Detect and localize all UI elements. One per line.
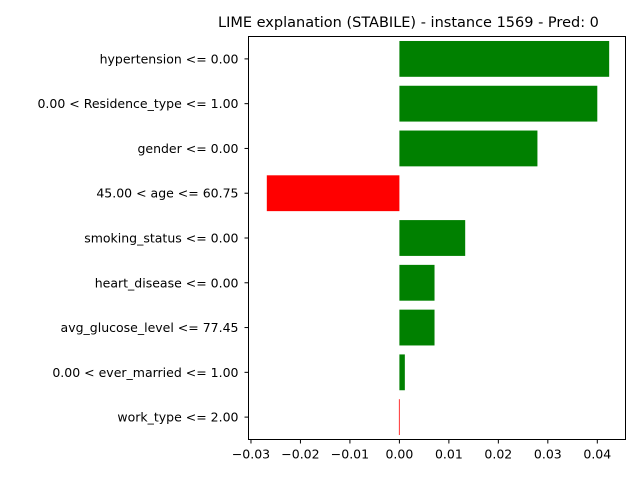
y-axis-ticks: hypertension <= 0.00 0.00 < Residence_typ… [37,51,249,425]
x-tick-label: 0.04 [583,447,611,462]
bars-group [266,40,610,436]
axes-frame [248,36,626,440]
bar [399,264,435,301]
x-tick-label: 0.01 [435,447,463,462]
y-tick-label: gender <= 0.00 [137,141,238,156]
x-tick-label: 0.00 [385,447,413,462]
bar [399,220,466,256]
x-tick-label: −0.01 [331,447,369,462]
bar [399,309,435,346]
x-tick-label: 0.03 [534,447,562,462]
y-tick-label: 0.00 < Residence_type <= 1.00 [37,96,238,111]
y-tick-label: heart_disease <= 0.00 [95,275,239,290]
bar [399,354,405,391]
x-tick-label: 0.02 [484,447,512,462]
bar [399,130,538,167]
bar [399,85,598,122]
y-tick-label: work_type <= 2.00 [117,410,238,425]
y-tick-label: hypertension <= 0.00 [100,51,239,66]
y-tick-label: 0.00 < ever_married <= 1.00 [52,365,238,380]
bar [398,399,400,436]
y-tick-label: avg_glucose_level <= 77.45 [61,320,239,335]
bar [399,40,610,77]
x-axis-ticks: −0.03 −0.02 −0.01 0.00 0.01 0.02 0.03 0.04 [232,439,611,462]
chart-title: LIME explanation (STABILE) - instance 15… [218,15,599,31]
y-tick-label: 45.00 < age <= 60.75 [96,186,238,201]
bar [266,175,400,212]
x-tick-label: −0.02 [281,447,319,462]
y-tick-label: smoking_status <= 0.00 [84,231,238,246]
x-tick-label: −0.03 [232,447,270,462]
